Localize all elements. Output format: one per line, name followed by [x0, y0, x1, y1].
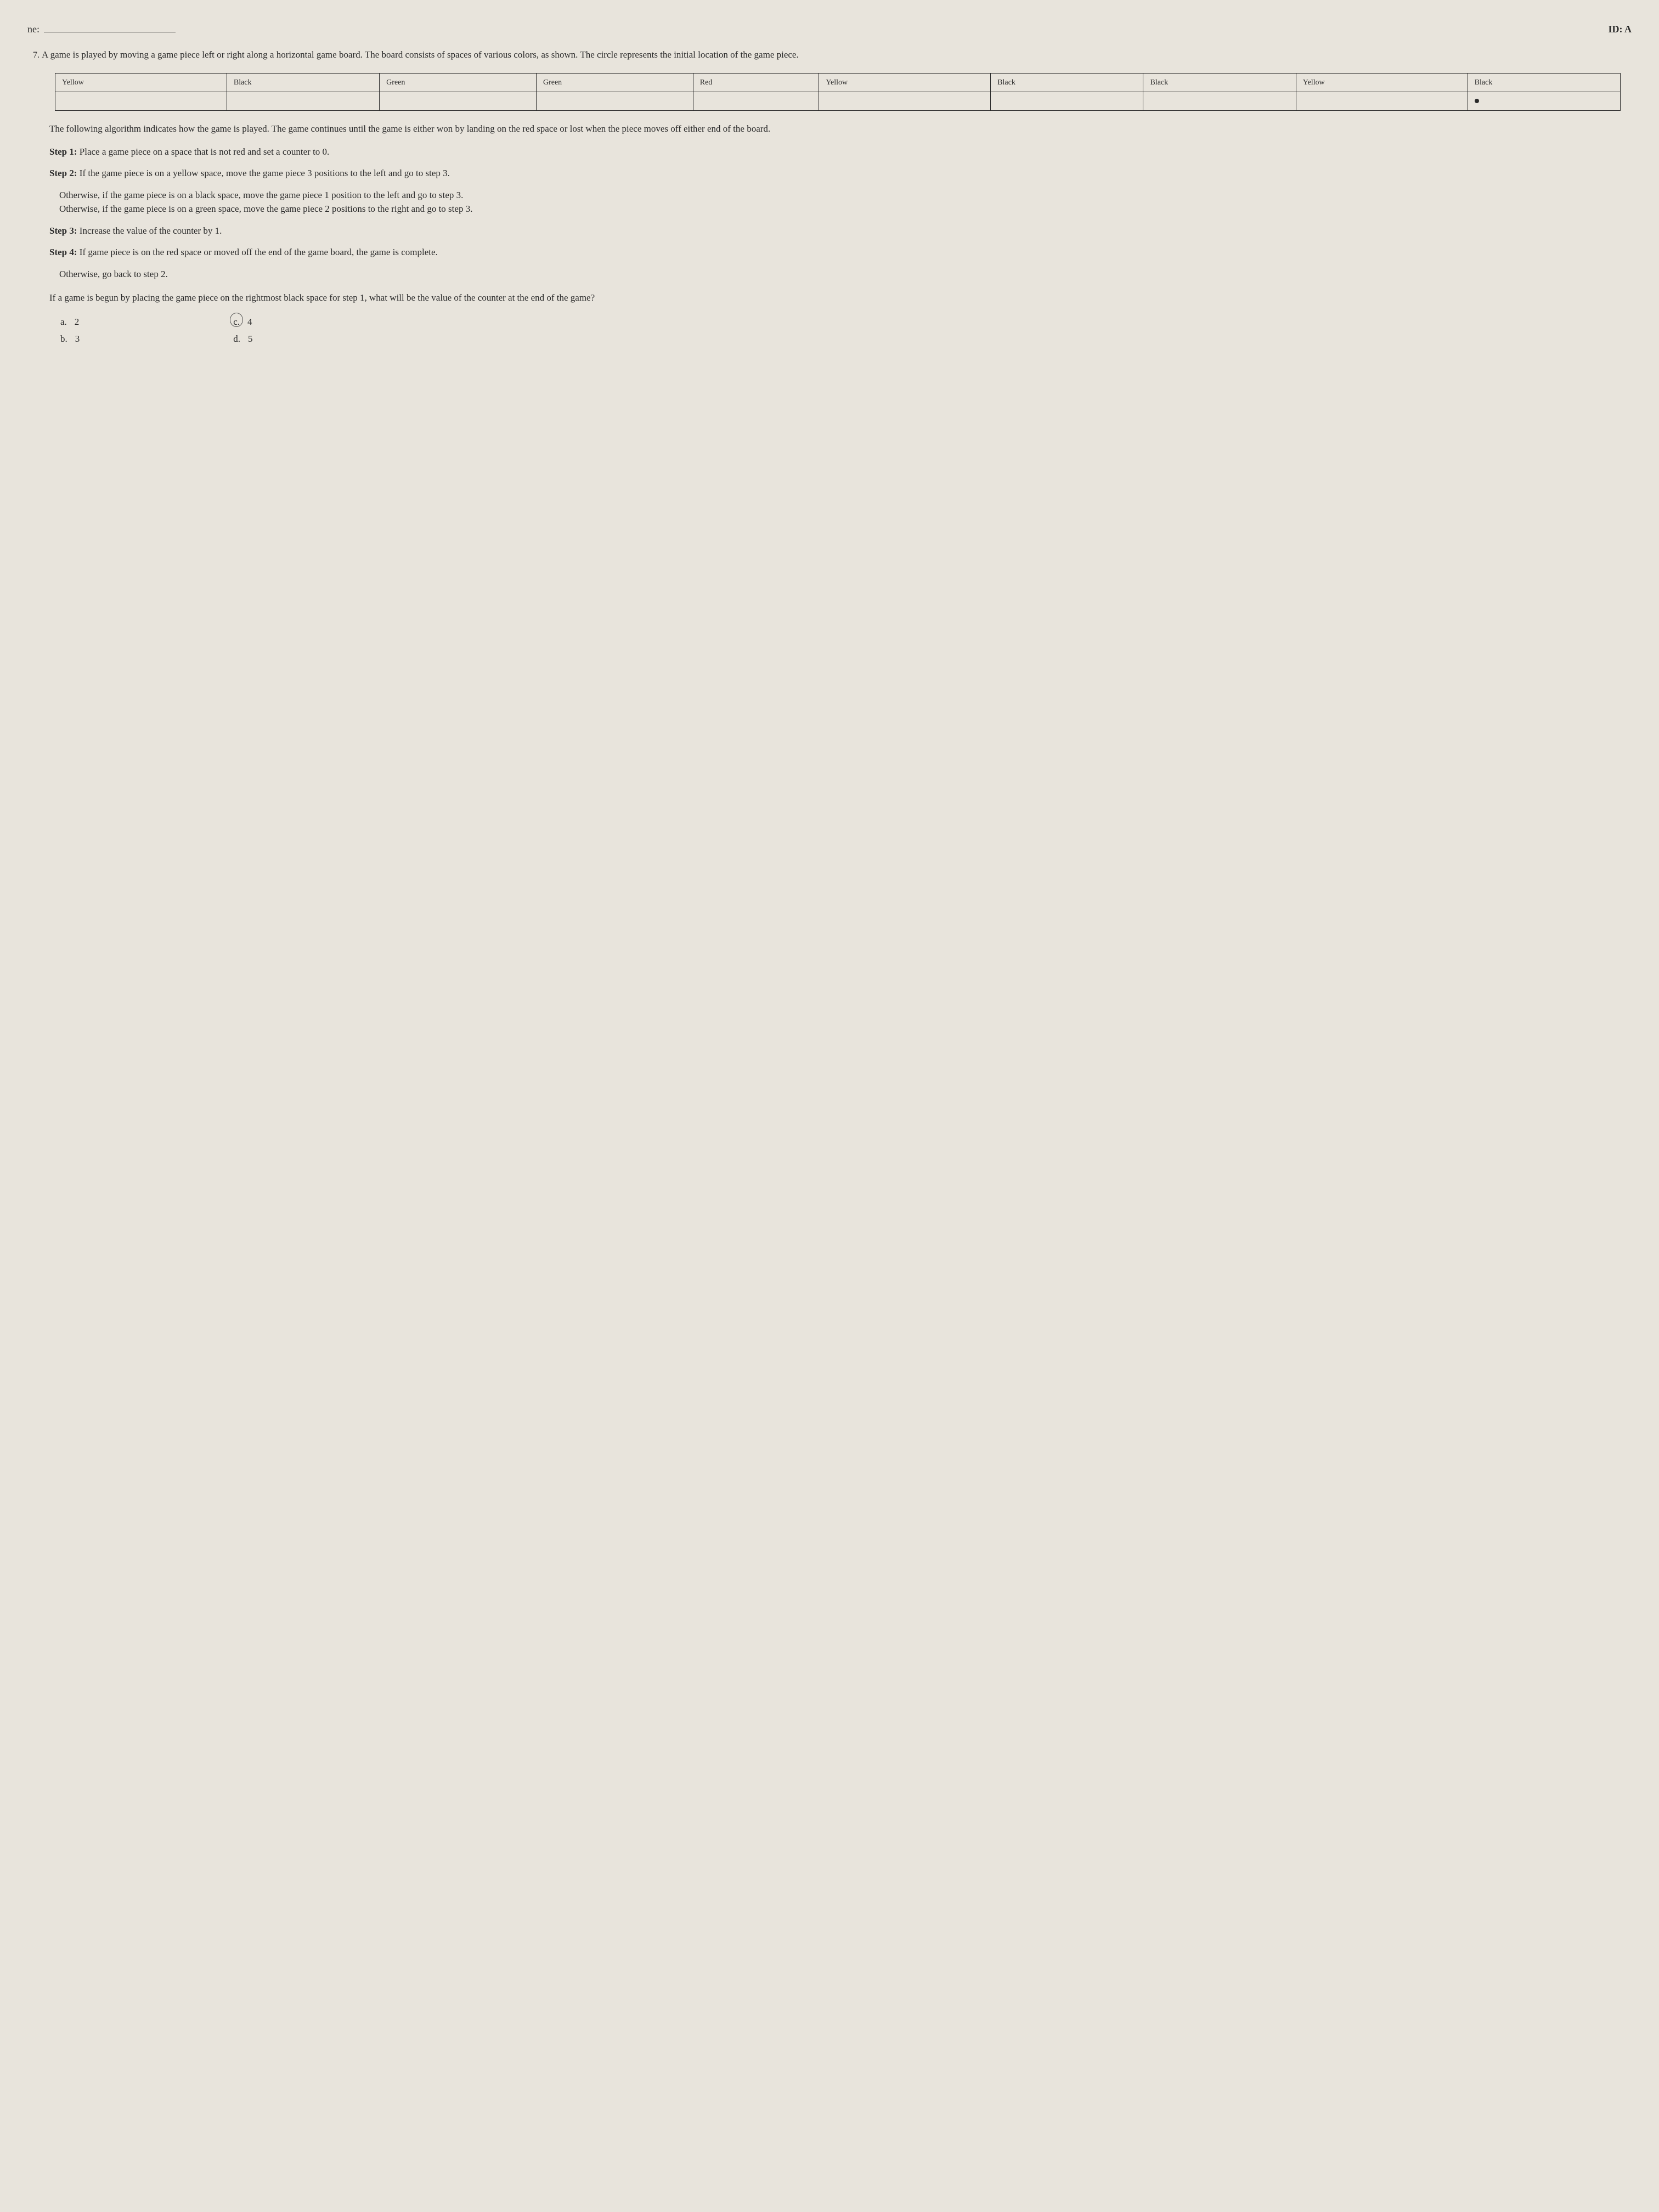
board-cell: Black	[227, 74, 379, 92]
answer-c: c. 4	[233, 315, 252, 329]
board-empty-cell	[693, 92, 819, 111]
step-2-line2: Otherwise, if the game piece is on a bla…	[59, 188, 1632, 202]
id-label: ID: A	[1608, 22, 1632, 37]
step-4-text: If game piece is on the red space or mov…	[80, 247, 438, 257]
board-cell: Red	[693, 74, 819, 92]
board-empty-cell	[227, 92, 379, 111]
board-empty-cell	[1296, 92, 1468, 111]
board-cell: Yellow	[55, 74, 227, 92]
step-3-label: Step 3:	[49, 225, 77, 236]
name-label: ne:	[27, 22, 40, 37]
answer-col-left: a. 2 b. 3	[60, 315, 80, 346]
step-1-text: Place a game piece on a space that is no…	[80, 146, 330, 157]
final-question: If a game is begun by placing the game p…	[49, 291, 1632, 305]
board-cell: Black	[1143, 74, 1296, 92]
question-number: 7.	[33, 50, 40, 60]
board-cell: Green	[536, 74, 693, 92]
answer-a-value: 2	[75, 315, 80, 329]
board-cell: Green	[380, 74, 537, 92]
step-2-label: Step 2:	[49, 168, 77, 178]
game-board-table: Yellow Black Green Green Red Yellow Blac…	[55, 73, 1621, 111]
step-3-text: Increase the value of the counter by 1.	[80, 225, 222, 236]
answer-d-value: 5	[248, 332, 253, 346]
step-1: Step 1: Place a game piece on a space th…	[49, 145, 1632, 159]
answer-b-label: b.	[60, 332, 67, 346]
board-cell: Black	[1468, 74, 1620, 92]
answer-a-label: a.	[60, 315, 67, 329]
answer-a: a. 2	[60, 315, 80, 329]
answer-b: b. 3	[60, 332, 80, 346]
step-1-label: Step 1:	[49, 146, 77, 157]
board-piece-row	[55, 92, 1621, 111]
answer-b-value: 3	[75, 332, 80, 346]
step-4-line2: Otherwise, go back to step 2.	[59, 267, 1632, 281]
game-piece-dot-icon	[1475, 99, 1479, 103]
step-2-line3: Otherwise, if the game piece is on a gre…	[59, 202, 1632, 216]
step-2-text: If the game piece is on a yellow space, …	[80, 168, 450, 178]
step-2: Step 2: If the game piece is on a yellow…	[49, 166, 1632, 180]
board-empty-cell	[55, 92, 227, 111]
answer-c-label-circled: c.	[233, 315, 240, 329]
board-empty-cell	[991, 92, 1143, 111]
board-cell: Yellow	[819, 74, 991, 92]
step-4: Step 4: If game piece is on the red spac…	[49, 245, 1632, 259]
board-empty-cell	[1143, 92, 1296, 111]
board-cell: Yellow	[1296, 74, 1468, 92]
answer-d: d. 5	[233, 332, 252, 346]
answer-c-value: 4	[247, 315, 252, 329]
board-empty-cell	[380, 92, 537, 111]
board-empty-cell	[536, 92, 693, 111]
question-7: 7. A game is played by moving a game pie…	[33, 48, 1632, 346]
answer-choices: a. 2 b. 3 c. 4 d. 5	[60, 315, 1632, 346]
board-cell: Black	[991, 74, 1143, 92]
board-piece-cell	[1468, 92, 1620, 111]
answer-col-right: c. 4 d. 5	[233, 315, 252, 346]
page-header: ne: ID: A	[27, 22, 1632, 37]
board-empty-cell	[819, 92, 991, 111]
question-intro: A game is played by moving a game piece …	[42, 49, 799, 60]
step-3: Step 3: Increase the value of the counte…	[49, 224, 1632, 238]
board-color-row: Yellow Black Green Green Red Yellow Blac…	[55, 74, 1621, 92]
step-4-label: Step 4:	[49, 247, 77, 257]
name-field: ne:	[27, 22, 176, 37]
algorithm-intro: The following algorithm indicates how th…	[49, 122, 1632, 136]
answer-d-label: d.	[233, 332, 240, 346]
